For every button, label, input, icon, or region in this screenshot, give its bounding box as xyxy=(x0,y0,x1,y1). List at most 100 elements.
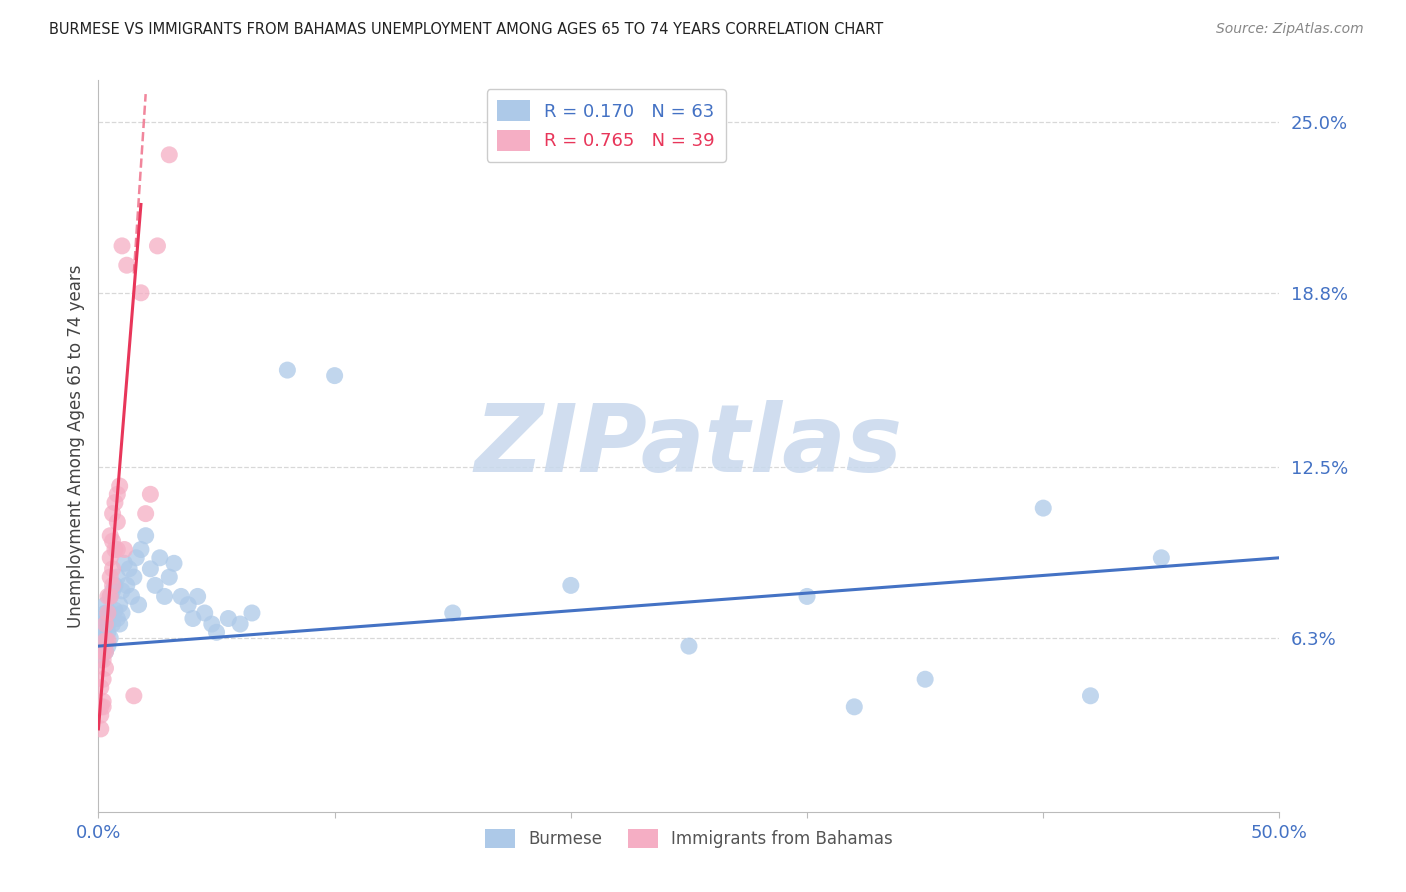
Point xyxy=(844,699,866,714)
Point xyxy=(122,570,145,584)
Point xyxy=(98,529,121,543)
Y-axis label: Unemployment Among Ages 65 to 74 years: Unemployment Among Ages 65 to 74 years xyxy=(66,264,84,628)
Point xyxy=(97,639,120,653)
Point xyxy=(104,578,127,592)
Point xyxy=(129,542,152,557)
Point xyxy=(91,653,114,667)
Point xyxy=(104,603,127,617)
Point xyxy=(90,681,112,695)
Point xyxy=(181,611,204,625)
Point xyxy=(139,562,162,576)
Point xyxy=(101,507,124,521)
Point xyxy=(121,590,143,604)
Point xyxy=(104,495,127,509)
Point xyxy=(229,617,252,632)
Point xyxy=(101,583,124,598)
Point xyxy=(90,722,112,736)
Point xyxy=(98,570,121,584)
Point xyxy=(90,708,112,723)
Point xyxy=(205,625,228,640)
Point xyxy=(1032,501,1054,516)
Point xyxy=(135,529,157,543)
Point xyxy=(90,617,112,632)
Point xyxy=(105,611,128,625)
Point xyxy=(105,542,128,557)
Point xyxy=(90,653,112,667)
Point xyxy=(91,639,114,653)
Point xyxy=(97,625,120,640)
Point xyxy=(194,606,217,620)
Point xyxy=(153,590,176,604)
Legend: Burmese, Immigrants from Bahamas: Burmese, Immigrants from Bahamas xyxy=(478,822,900,855)
Point xyxy=(94,631,117,645)
Point xyxy=(91,625,114,640)
Point xyxy=(91,672,114,686)
Text: BURMESE VS IMMIGRANTS FROM BAHAMAS UNEMPLOYMENT AMONG AGES 65 TO 74 YEARS CORREL: BURMESE VS IMMIGRANTS FROM BAHAMAS UNEMP… xyxy=(49,22,883,37)
Point xyxy=(94,661,117,675)
Point xyxy=(91,645,114,659)
Point xyxy=(122,689,145,703)
Point xyxy=(125,550,148,565)
Point xyxy=(323,368,346,383)
Point xyxy=(129,285,152,300)
Point xyxy=(135,507,157,521)
Point xyxy=(94,633,117,648)
Point xyxy=(170,590,193,604)
Point xyxy=(108,479,131,493)
Point xyxy=(108,617,131,632)
Point xyxy=(101,617,124,632)
Point xyxy=(146,239,169,253)
Point xyxy=(94,617,117,632)
Point xyxy=(98,606,121,620)
Point xyxy=(1150,550,1173,565)
Point xyxy=(187,590,209,604)
Point xyxy=(97,606,120,620)
Text: Source: ZipAtlas.com: Source: ZipAtlas.com xyxy=(1216,22,1364,37)
Point xyxy=(105,570,128,584)
Point xyxy=(139,487,162,501)
Point xyxy=(276,363,298,377)
Point xyxy=(678,639,700,653)
Point xyxy=(105,515,128,529)
Point xyxy=(105,487,128,501)
Point xyxy=(90,631,112,645)
Point xyxy=(441,606,464,620)
Point xyxy=(115,578,138,592)
Point xyxy=(98,550,121,565)
Point xyxy=(91,694,114,708)
Point xyxy=(91,699,114,714)
Point xyxy=(104,542,127,557)
Point xyxy=(101,534,124,549)
Point xyxy=(177,598,200,612)
Point xyxy=(94,645,117,659)
Point xyxy=(91,611,114,625)
Point xyxy=(118,562,141,576)
Point xyxy=(91,645,114,659)
Point xyxy=(157,148,180,162)
Point xyxy=(94,598,117,612)
Point xyxy=(914,672,936,686)
Text: ZIPatlas: ZIPatlas xyxy=(475,400,903,492)
Point xyxy=(240,606,263,620)
Point xyxy=(98,631,121,645)
Point xyxy=(149,550,172,565)
Point xyxy=(112,557,135,571)
Point xyxy=(101,562,124,576)
Point xyxy=(163,557,186,571)
Point xyxy=(217,611,239,625)
Point xyxy=(201,617,224,632)
Point xyxy=(101,578,124,592)
Point xyxy=(1080,689,1102,703)
Point xyxy=(111,583,134,598)
Point xyxy=(90,699,112,714)
Point xyxy=(115,258,138,272)
Point xyxy=(98,590,121,604)
Point xyxy=(796,590,818,604)
Point xyxy=(94,645,117,659)
Point xyxy=(560,578,582,592)
Point xyxy=(97,590,120,604)
Point xyxy=(97,617,120,632)
Point xyxy=(94,606,117,620)
Point xyxy=(111,606,134,620)
Point xyxy=(108,598,131,612)
